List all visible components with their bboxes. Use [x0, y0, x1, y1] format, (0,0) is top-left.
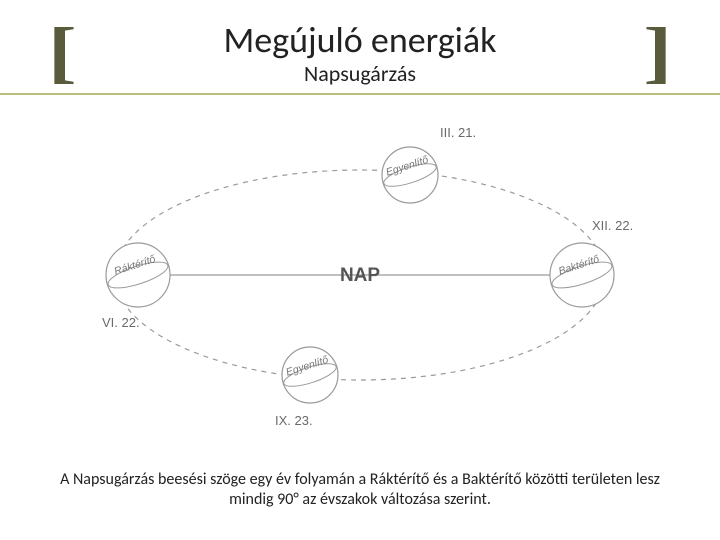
svg-text:XII. 22.: XII. 22.	[592, 218, 633, 233]
page-subtitle: Napsugárzás	[125, 60, 595, 87]
svg-text:NAP: NAP	[340, 265, 380, 286]
title-block: Megújuló energiák Napsugárzás	[125, 18, 595, 87]
orbit-diagram: NAPRáktérítőVI. 22.BaktérítőXII. 22.Egye…	[80, 115, 640, 435]
caption: A Napsugárzás beesési szöge egy év folya…	[60, 470, 660, 510]
bracket-right: ]	[643, 28, 672, 76]
svg-text:VI. 22.: VI. 22.	[102, 315, 140, 330]
title-rule	[0, 93, 720, 95]
page-title: Megújuló energiák	[125, 18, 595, 62]
svg-text:III. 21.: III. 21.	[440, 125, 476, 140]
svg-text:IX. 23.: IX. 23.	[275, 413, 313, 428]
bracket-left: [	[48, 28, 77, 76]
